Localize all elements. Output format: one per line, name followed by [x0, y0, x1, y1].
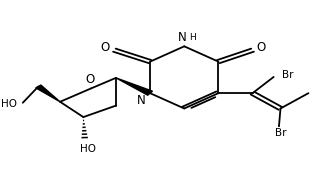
- Text: Br: Br: [275, 128, 286, 138]
- Text: N: N: [136, 94, 145, 107]
- Text: H: H: [189, 33, 195, 42]
- Text: O: O: [257, 41, 266, 54]
- Text: O: O: [100, 41, 110, 54]
- Text: O: O: [85, 73, 94, 86]
- Polygon shape: [116, 78, 152, 95]
- Text: HO: HO: [80, 144, 96, 154]
- Text: Br: Br: [282, 70, 294, 80]
- Text: N: N: [178, 31, 187, 44]
- Text: HO: HO: [1, 99, 17, 109]
- Polygon shape: [36, 85, 60, 102]
